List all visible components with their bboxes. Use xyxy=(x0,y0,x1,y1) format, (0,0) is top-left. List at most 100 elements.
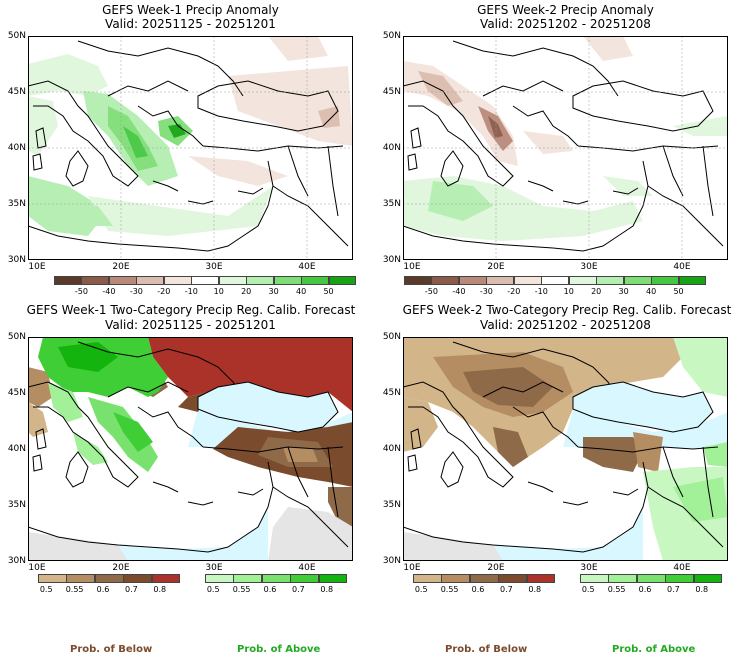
anomaly-colorbar: -50 -40 -30 -20 -10 10 20 30 40 50 xyxy=(404,276,707,300)
lon-label: 40E xyxy=(673,563,691,573)
colorbar-tick-label: 0.6 xyxy=(263,585,277,594)
colorbar-swatch xyxy=(665,574,695,583)
colorbar-tick-label: 0.6 xyxy=(471,585,485,594)
colorbar-tick-label: 20 xyxy=(241,287,252,296)
colorbar-swatch xyxy=(246,276,275,285)
lat-label: 40N xyxy=(7,444,26,454)
map-week1-anomaly xyxy=(28,36,353,260)
lat-label: 50N xyxy=(382,31,401,41)
colorbar-tick-label: -40 xyxy=(452,287,466,296)
lat-label: 50N xyxy=(382,332,401,342)
colorbar-swatch xyxy=(636,574,666,583)
lat-label: 50N xyxy=(7,31,26,41)
map-week1-two-category xyxy=(28,337,353,561)
colorbar-tick-label: 0.8 xyxy=(528,585,542,594)
colorbar-tick-label: -30 xyxy=(129,287,143,296)
lat-label: 40N xyxy=(382,444,401,454)
lat-label: 35N xyxy=(382,199,401,209)
colorbar-swatch xyxy=(623,276,652,285)
colorbar-tick-label: 0.5 xyxy=(39,585,53,594)
colorbar-tick-label: 0.5 xyxy=(206,585,220,594)
colorbar-tick-label: 0.7 xyxy=(667,585,680,594)
lat-label: 40N xyxy=(7,143,26,153)
colorbar-tick-label: 0.8 xyxy=(153,585,167,594)
map-week2-two-category xyxy=(403,337,728,561)
colorbar-swatch xyxy=(123,574,153,583)
colorbar-swatch xyxy=(301,276,330,285)
colorbar-swatch xyxy=(580,574,609,583)
colorbar-tick-label: 0.8 xyxy=(695,585,709,594)
colorbar-swatch xyxy=(261,574,291,583)
anomaly-colorbar: -50 -40 -30 -20 -10 10 20 30 40 50 xyxy=(54,276,357,300)
colorbar-tick-label: 0.7 xyxy=(500,585,513,594)
colorbar-swatch xyxy=(290,574,320,583)
colorbar-swatch xyxy=(513,276,542,285)
colorbar-tick-label: 0.55 xyxy=(232,585,251,594)
above-colorbar: 0.5 0.55 0.6 0.7 0.8 xyxy=(580,574,723,598)
panel-valid-dates: Valid: 20251125 - 20251201 xyxy=(105,318,276,332)
lon-label: 10E xyxy=(403,563,421,573)
colorbar-tick-label: 0.7 xyxy=(292,585,305,594)
panel-title: GEFS Week-1 Precip Anomaly xyxy=(102,3,279,17)
colorbar-swatch xyxy=(66,574,96,583)
colorbar-swatch xyxy=(191,276,220,285)
colorbar-tick-label: 40 xyxy=(645,287,657,296)
colorbar-tick-label: 0.5 xyxy=(581,585,595,594)
prob-above-label: Prob. of Above xyxy=(612,644,696,655)
colorbar-swatch xyxy=(458,276,487,285)
colorbar-swatch xyxy=(693,574,723,583)
colorbar-swatch xyxy=(608,574,638,583)
lon-label: 20E xyxy=(112,563,130,573)
below-colorbar: 0.5 0.55 0.6 0.7 0.8 xyxy=(38,574,181,598)
lat-label: 30N xyxy=(382,556,401,566)
colorbar-swatch xyxy=(328,276,357,285)
colorbar-swatch xyxy=(205,574,234,583)
lon-label: 20E xyxy=(487,563,505,573)
colorbar-swatch xyxy=(404,276,432,285)
lon-label: 30E xyxy=(205,262,223,272)
below-colorbar: 0.5 0.55 0.6 0.7 0.8 xyxy=(413,574,556,598)
lon-label: 40E xyxy=(298,262,316,272)
lon-label: 10E xyxy=(28,262,46,272)
lat-label: 35N xyxy=(7,500,26,510)
lat-label: 45N xyxy=(382,87,401,97)
colorbar-tick-label: 40 xyxy=(295,287,307,296)
panel-title: GEFS Week-2 Two-Category Precip Reg. Cal… xyxy=(402,303,732,317)
colorbar-swatch xyxy=(526,574,556,583)
colorbar-tick-label: -10 xyxy=(184,287,198,296)
colorbar-swatch xyxy=(651,276,680,285)
colorbar-swatch xyxy=(218,276,247,285)
colorbar-swatch xyxy=(541,276,570,285)
map-week2-anomaly xyxy=(403,36,728,260)
colorbar-tick-label: 20 xyxy=(591,287,602,296)
colorbar-tick-label: 0.8 xyxy=(320,585,334,594)
colorbar-swatch xyxy=(163,276,192,285)
panel-valid-dates: Valid: 20251202 - 20251208 xyxy=(480,318,651,332)
colorbar-swatch xyxy=(94,574,124,583)
colorbar-tick-label: -50 xyxy=(424,287,438,296)
lon-label: 20E xyxy=(112,262,130,272)
lon-label: 10E xyxy=(28,563,46,573)
colorbar-swatch xyxy=(136,276,165,285)
colorbar-tick-label: -30 xyxy=(479,287,493,296)
colorbar-swatch xyxy=(81,276,110,285)
lat-label: 50N xyxy=(7,332,26,342)
colorbar-tick-label: 10 xyxy=(563,287,574,296)
colorbar-swatch xyxy=(151,574,181,583)
lon-label: 10E xyxy=(403,262,421,272)
lon-label: 40E xyxy=(673,262,691,272)
lon-label: 30E xyxy=(580,563,598,573)
lon-label: 40E xyxy=(298,563,316,573)
colorbar-swatch xyxy=(318,574,348,583)
colorbar-swatch xyxy=(441,574,471,583)
colorbar-tick-label: 0.6 xyxy=(96,585,110,594)
colorbar-tick-label: 50 xyxy=(673,287,684,296)
lat-label: 35N xyxy=(382,500,401,510)
colorbar-tick-label: -10 xyxy=(534,287,548,296)
colorbar-swatch xyxy=(568,276,597,285)
panel-valid-dates: Valid: 20251125 - 20251201 xyxy=(105,17,276,31)
lat-label: 35N xyxy=(7,199,26,209)
lat-label: 30N xyxy=(382,255,401,265)
colorbar-tick-label: 0.5 xyxy=(414,585,428,594)
colorbar-tick-label: 30 xyxy=(618,287,629,296)
